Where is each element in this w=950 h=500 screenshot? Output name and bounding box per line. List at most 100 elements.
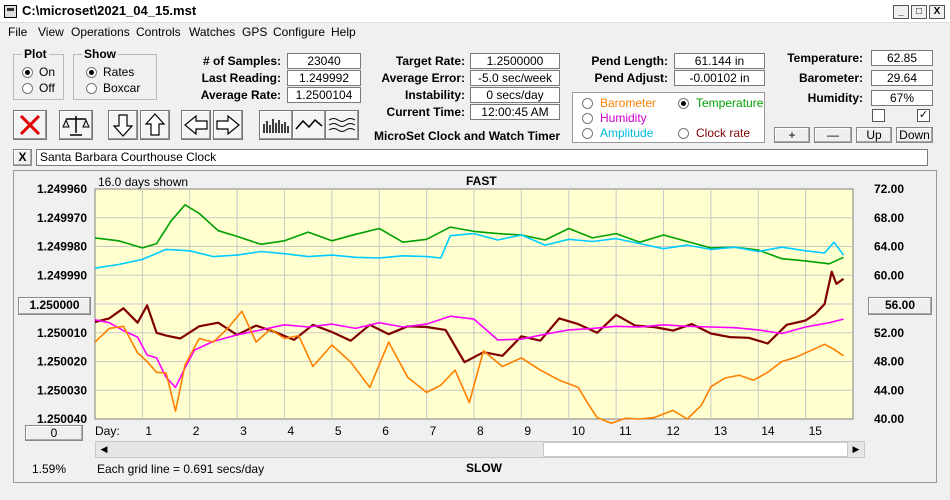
x-tick-label: 9 — [524, 424, 531, 438]
scroll-right-arrow-icon[interactable]: ▶ — [852, 444, 860, 454]
fast-label: FAST — [466, 174, 497, 188]
pend-length-label: Pend Length: — [591, 54, 668, 68]
maximize-button[interactable]: □ — [911, 5, 927, 19]
histogram-icon — [263, 119, 289, 133]
series-humidity-radio[interactable] — [582, 113, 593, 124]
minus-button[interactable]: — — [814, 127, 852, 143]
plot-off-label: Off — [39, 81, 55, 95]
horizontal-scrollbar[interactable]: ◀ ▶ — [95, 441, 865, 458]
series-clock-rate-radio[interactable] — [678, 128, 689, 139]
scroll-left-arrow-icon[interactable]: ◀ — [100, 444, 108, 454]
arrow-right-icon — [216, 114, 240, 136]
wave-lines-icon — [328, 118, 356, 132]
chart-frame — [13, 170, 937, 483]
center-scale-button[interactable]: 56.00 — [868, 297, 932, 315]
target-rate-label: Target Rate: — [395, 54, 465, 68]
average-error-label: Average Error: — [381, 71, 465, 85]
x-tick-label: 4 — [288, 424, 295, 438]
series-clock-rate-label: Clock rate — [696, 126, 751, 140]
x-tick-label: 11 — [619, 424, 632, 438]
line-graph-icon — [295, 118, 323, 130]
title-bar: C:\microset\2021_04_15.mst _ □ X — [0, 0, 950, 23]
day-axis-label: Day: — [95, 424, 120, 438]
close-button[interactable]: X — [929, 5, 945, 19]
arrow-down-icon — [112, 114, 134, 137]
x-tick-label: 6 — [382, 424, 389, 438]
y-left-tick-label: 1.250010 — [37, 326, 87, 340]
watch-name-field[interactable]: Santa Barbara Courthouse Clock — [36, 149, 928, 166]
y-right-tick-label: 68.00 — [874, 211, 904, 225]
clear-watch-button[interactable]: X — [13, 149, 32, 166]
histogram-button[interactable] — [259, 110, 293, 140]
arrow-up-button[interactable] — [140, 110, 170, 140]
plot-group-title: Plot — [22, 47, 49, 61]
plot-group: Plot On Off — [13, 47, 64, 100]
percent-label: 1.59% — [32, 462, 67, 476]
menu-watches[interactable]: Watches — [189, 25, 236, 39]
samples-field: 23040 — [287, 53, 361, 69]
y-right-tick-label: 44.00 — [874, 383, 904, 397]
arrow-up-icon — [144, 113, 166, 136]
y-left-tick-label: 1.249990 — [37, 268, 87, 282]
multi-line-button[interactable] — [325, 110, 359, 140]
y-left-tick-label: 1.249980 — [37, 240, 87, 254]
arrow-left-icon — [184, 114, 208, 136]
balance-button[interactable] — [59, 110, 93, 140]
menu-controls[interactable]: Controls — [136, 25, 181, 39]
plus-button[interactable]: + — [774, 127, 810, 143]
down-button[interactable]: Down — [896, 127, 933, 143]
show-boxcar-radio[interactable] — [86, 83, 97, 94]
pend-length-field[interactable]: 61.144 in — [674, 53, 765, 69]
grid-note-label: Each grid line = 0.691 secs/day — [97, 462, 265, 476]
chart-grid — [95, 189, 853, 419]
last-reading-field: 1.249992 — [287, 70, 361, 86]
samples-label: # of Samples: — [202, 54, 281, 68]
show-group-title: Show — [82, 47, 118, 61]
series-temperature-radio[interactable] — [678, 98, 689, 109]
env-checkbox-1[interactable] — [872, 109, 885, 122]
menu-help[interactable]: Help — [331, 25, 356, 39]
center-rate-button[interactable]: 1.250000 — [18, 297, 91, 315]
show-rates-radio[interactable] — [86, 67, 97, 78]
y-left-tick-label: 1.250040 — [37, 412, 87, 426]
menu-operations[interactable]: Operations — [71, 25, 130, 39]
up-button[interactable]: Up — [856, 127, 892, 143]
menu-configure[interactable]: Configure — [273, 25, 326, 39]
current-time-field: 12:00:45 AM — [470, 104, 560, 120]
show-rates-label: Rates — [103, 65, 135, 79]
window-title: C:\microset\2021_04_15.mst — [22, 3, 197, 18]
series-line — [94, 232, 845, 269]
series-humidity-label: Humidity — [600, 111, 647, 125]
x-tick-label: 5 — [335, 424, 342, 438]
y-right-tick-label: 48.00 — [874, 355, 904, 369]
arrow-down-button[interactable] — [108, 110, 138, 140]
arrow-left-button[interactable] — [181, 110, 211, 140]
arrow-right-button[interactable] — [213, 110, 243, 140]
x-tick-label: 1 — [145, 424, 152, 438]
plot-on-radio[interactable] — [22, 67, 33, 78]
x-tick-label: 10 — [572, 424, 586, 438]
x-tick-label: 8 — [477, 424, 484, 438]
stop-button[interactable] — [13, 110, 47, 140]
days-shown-label: 16.0 days shown — [98, 175, 189, 189]
series-barometer-label: Barometer — [600, 96, 657, 110]
balance-scale-icon — [62, 116, 90, 136]
menu-gps[interactable]: GPS — [242, 25, 268, 39]
menu-file[interactable]: File — [8, 25, 28, 39]
target-rate-field[interactable]: 1.2500000 — [470, 53, 560, 69]
last-reading-label: Last Reading: — [201, 71, 281, 85]
series-amplitude-radio[interactable] — [582, 128, 593, 139]
barometer-label: Barometer: — [798, 71, 863, 85]
humidity-field: 67% — [871, 90, 933, 106]
plot-off-radio[interactable] — [22, 83, 33, 94]
y-right-tick-label: 40.00 — [874, 412, 904, 426]
x-tick-label: 3 — [240, 424, 247, 438]
scroll-thumb[interactable] — [543, 442, 848, 457]
zero-button[interactable]: 0 — [25, 425, 83, 441]
chart-series — [94, 204, 845, 425]
menu-view[interactable]: View — [38, 25, 64, 39]
env-checkbox-2[interactable]: ✓ — [917, 109, 930, 122]
series-barometer-radio[interactable] — [582, 98, 593, 109]
minimize-button[interactable]: _ — [893, 5, 909, 19]
